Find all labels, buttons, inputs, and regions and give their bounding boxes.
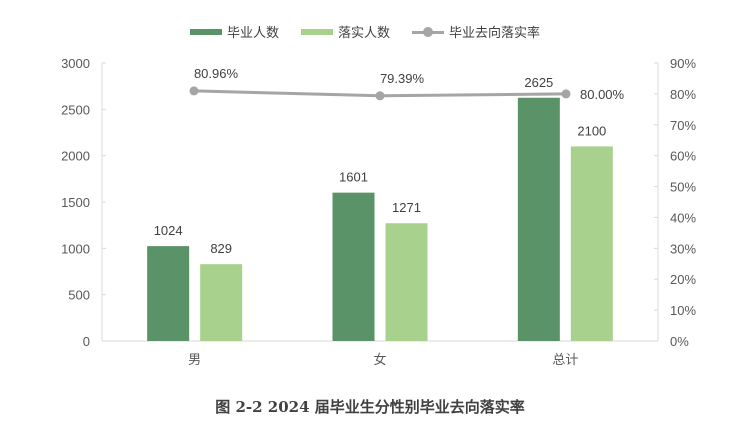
bar-placed: [200, 264, 243, 341]
right-tick-label: 90%: [670, 56, 696, 71]
category-label: 总计: [552, 352, 578, 367]
bar-label-placed: 829: [210, 241, 232, 256]
legend-item-placed: 落实人数: [301, 22, 390, 41]
bar-placed: [385, 223, 428, 341]
bar-label-placed: 2100: [577, 123, 606, 138]
legend-swatch-placed: [301, 28, 334, 35]
rate-label: 80.96%: [194, 66, 239, 81]
legend-item-rate: 毕业去向落实率: [412, 22, 540, 41]
left-tick-label: 1500: [61, 195, 90, 210]
right-tick-label: 60%: [670, 149, 696, 164]
bar-label-graduates: 1024: [154, 223, 183, 238]
rate-marker: [561, 89, 571, 99]
category-label: 男: [188, 352, 201, 367]
rate-label: 79.39%: [380, 71, 425, 86]
right-tick-label: 40%: [670, 210, 696, 225]
right-tick-label: 30%: [670, 241, 696, 256]
bar-label-placed: 1271: [392, 200, 421, 215]
right-tick-label: 20%: [670, 272, 696, 287]
right-tick-label: 80%: [670, 87, 696, 102]
left-tick-label: 500: [68, 288, 90, 303]
right-tick-label: 0%: [670, 334, 689, 349]
bar-label-graduates: 1601: [339, 170, 368, 185]
bar-label-graduates: 2625: [524, 75, 553, 90]
rate-marker: [375, 91, 385, 101]
bar-graduates: [332, 192, 375, 341]
left-tick-label: 0: [83, 334, 90, 349]
left-tick-label: 2500: [61, 102, 90, 117]
legend-label-placed: 落实人数: [338, 25, 391, 40]
left-tick-label: 2000: [61, 149, 90, 164]
legend-item-graduates: 毕业人数: [190, 22, 279, 41]
right-tick-label: 70%: [670, 118, 696, 133]
rate-marker: [189, 86, 199, 96]
legend-swatch-rate: [412, 26, 445, 38]
bar-graduates: [517, 97, 560, 341]
bar-placed: [570, 146, 613, 341]
figure-caption: 图 2-2 2024 届毕业生分性别毕业去向落实率: [215, 398, 525, 416]
left-tick-label: 1000: [61, 241, 90, 256]
category-label: 女: [373, 352, 386, 367]
right-tick-label: 10%: [670, 303, 696, 318]
legend-label-rate: 毕业去向落实率: [449, 25, 541, 40]
left-tick-label: 3000: [61, 56, 90, 71]
right-tick-label: 50%: [670, 180, 696, 195]
legend-label-graduates: 毕业人数: [227, 25, 280, 40]
chart-legend: 毕业人数 落实人数 毕业去向落实率: [190, 22, 562, 41]
rate-label: 80.00%: [580, 87, 625, 102]
bar-graduates: [147, 246, 190, 341]
legend-swatch-graduates: [190, 28, 222, 35]
